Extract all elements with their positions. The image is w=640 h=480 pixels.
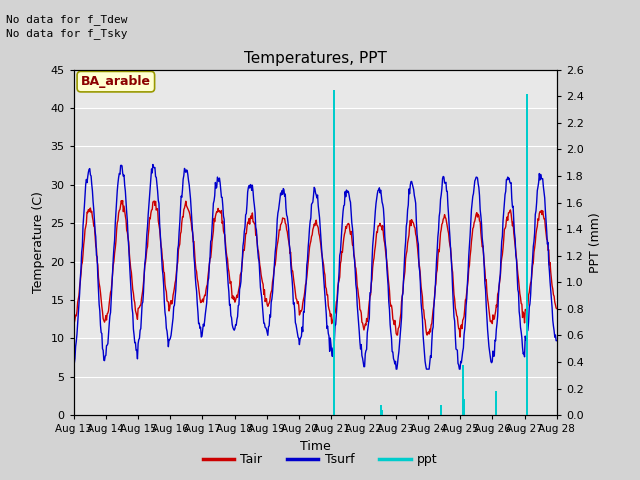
Y-axis label: Temperature (C): Temperature (C) <box>32 192 45 293</box>
Title: Temperatures, PPT: Temperatures, PPT <box>244 51 387 66</box>
Bar <box>381 410 383 415</box>
Bar <box>495 391 497 415</box>
Bar <box>462 365 465 415</box>
Text: BA_arable: BA_arable <box>81 75 151 88</box>
Bar <box>526 395 528 415</box>
Bar <box>333 90 335 415</box>
Bar <box>463 399 465 415</box>
Text: No data for f_Tsky: No data for f_Tsky <box>6 28 128 39</box>
Bar <box>380 405 383 415</box>
Legend: Tair, Tsurf, ppt: Tair, Tsurf, ppt <box>198 448 442 471</box>
Y-axis label: PPT (mm): PPT (mm) <box>589 212 602 273</box>
Bar <box>74 108 557 262</box>
X-axis label: Time: Time <box>300 440 331 453</box>
Bar <box>440 405 442 415</box>
Bar <box>74 338 557 415</box>
Text: No data for f_Tdew: No data for f_Tdew <box>6 13 128 24</box>
Bar <box>525 94 527 415</box>
